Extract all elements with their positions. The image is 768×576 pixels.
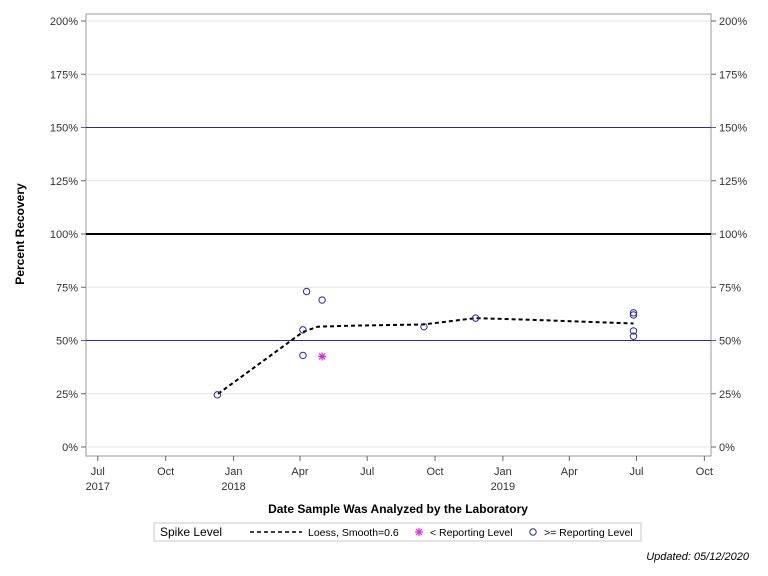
x-tick-label: Apr <box>291 466 308 478</box>
y-tick-label: 50% <box>56 336 78 348</box>
x-tick-label: Jan <box>225 466 243 478</box>
star-stroke <box>415 528 423 536</box>
data-point-circle <box>302 287 311 296</box>
data-point-circle <box>213 391 222 399</box>
y-tick-label-right: 50% <box>719 336 741 348</box>
x-tick-label: Oct <box>426 466 443 478</box>
x-tick-year: 2017 <box>86 481 110 493</box>
x-tick-year: 2019 <box>491 481 515 493</box>
x-tick-label: Apr <box>561 466 578 478</box>
y-tick-label-right: 75% <box>719 282 741 294</box>
x-tick-label: Oct <box>157 466 174 478</box>
x-tick-label: Jul <box>629 466 643 478</box>
y-tick-label: 25% <box>56 389 78 401</box>
data-point-circle <box>629 311 638 319</box>
y-tick-label: 175% <box>50 69 78 81</box>
x-tick-label: Jan <box>494 466 512 478</box>
y-axis-title: Percent Recovery <box>13 183 27 285</box>
y-tick-label-right: 175% <box>719 69 747 81</box>
data-point-circle <box>471 314 480 322</box>
y-tick-label: 75% <box>56 282 78 294</box>
data-point-circle <box>299 351 307 360</box>
x-tick-label: Oct <box>696 466 713 478</box>
y-tick-label-right: 125% <box>719 176 747 188</box>
x-tick-year: 2018 <box>221 481 245 493</box>
loess-line <box>217 317 634 395</box>
legend-label-above: >= Reporting Level <box>544 527 633 539</box>
y-tick-label: 150% <box>50 123 78 135</box>
y-tick-label: 0% <box>62 442 78 454</box>
updated-text: Updated: 05/12/2020 <box>646 551 750 563</box>
y-tick-label: 125% <box>50 176 78 188</box>
data-point-circle <box>629 309 638 317</box>
data-point-circle <box>299 326 307 334</box>
legend-frame <box>153 522 642 542</box>
x-axis-title: Date Sample Was Analyzed by the Laborato… <box>268 502 528 516</box>
legend-label-below: < Reporting Level <box>430 527 513 539</box>
x-tick-label: Jul <box>91 466 105 478</box>
y-tick-label-right: 25% <box>719 389 741 401</box>
legend-star-swatch <box>415 528 423 536</box>
y-tick-label: 200% <box>50 16 78 28</box>
legend: Spike Level Loess, Smooth=0.6 < Reporting… <box>153 522 642 542</box>
data-point-circle <box>629 327 638 335</box>
y-tick-label-right: 0% <box>719 442 735 454</box>
y-tick-label-right: 100% <box>719 229 747 241</box>
star-stroke <box>318 353 326 360</box>
data-point-star <box>318 352 327 361</box>
data-point-circle <box>318 296 326 304</box>
data-point-circle <box>420 322 428 331</box>
y-tick-label: 100% <box>50 229 78 241</box>
y-tick-label-right: 200% <box>719 16 747 28</box>
x-tick-label: Jul <box>360 466 374 478</box>
legend-title: Spike Level <box>160 525 222 539</box>
legend-label-loess: Loess, Smooth=0.6 <box>308 527 399 539</box>
y-tick-label-right: 150% <box>719 123 747 135</box>
legend-circle-swatch <box>529 528 537 536</box>
data-point-circle <box>629 332 638 340</box>
